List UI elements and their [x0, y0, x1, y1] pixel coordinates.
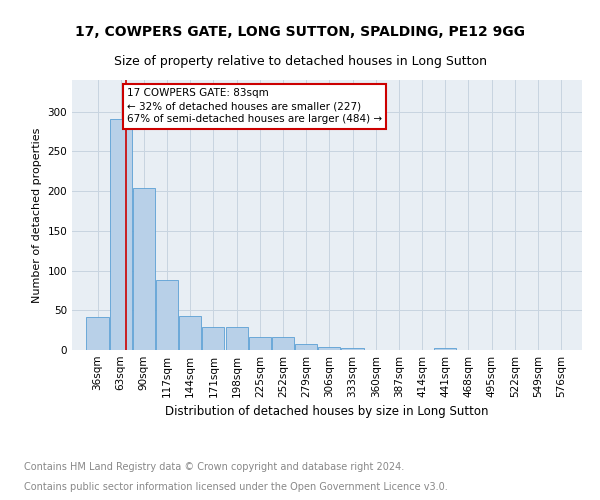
Y-axis label: Number of detached properties: Number of detached properties	[32, 128, 42, 302]
Bar	[110, 119, 131, 350]
Bar	[133, 188, 155, 350]
Bar	[86, 318, 109, 350]
Text: 17 COWPERS GATE: 83sqm
← 32% of detached houses are smaller (227)
67% of semi-de: 17 COWPERS GATE: 83sqm ← 32% of detached…	[127, 88, 382, 124]
Bar	[202, 327, 224, 350]
Text: Contains public sector information licensed under the Open Government Licence v3: Contains public sector information licen…	[24, 482, 448, 492]
Bar	[272, 338, 294, 350]
Bar	[319, 347, 340, 350]
Bar	[249, 338, 271, 350]
X-axis label: Distribution of detached houses by size in Long Sutton: Distribution of detached houses by size …	[165, 406, 489, 418]
Bar	[341, 348, 364, 350]
Bar	[434, 348, 456, 350]
Text: 17, COWPERS GATE, LONG SUTTON, SPALDING, PE12 9GG: 17, COWPERS GATE, LONG SUTTON, SPALDING,…	[75, 25, 525, 39]
Bar	[156, 280, 178, 350]
Bar	[295, 344, 317, 350]
Bar	[179, 316, 201, 350]
Text: Size of property relative to detached houses in Long Sutton: Size of property relative to detached ho…	[113, 55, 487, 68]
Bar	[226, 327, 248, 350]
Text: Contains HM Land Registry data © Crown copyright and database right 2024.: Contains HM Land Registry data © Crown c…	[24, 462, 404, 472]
